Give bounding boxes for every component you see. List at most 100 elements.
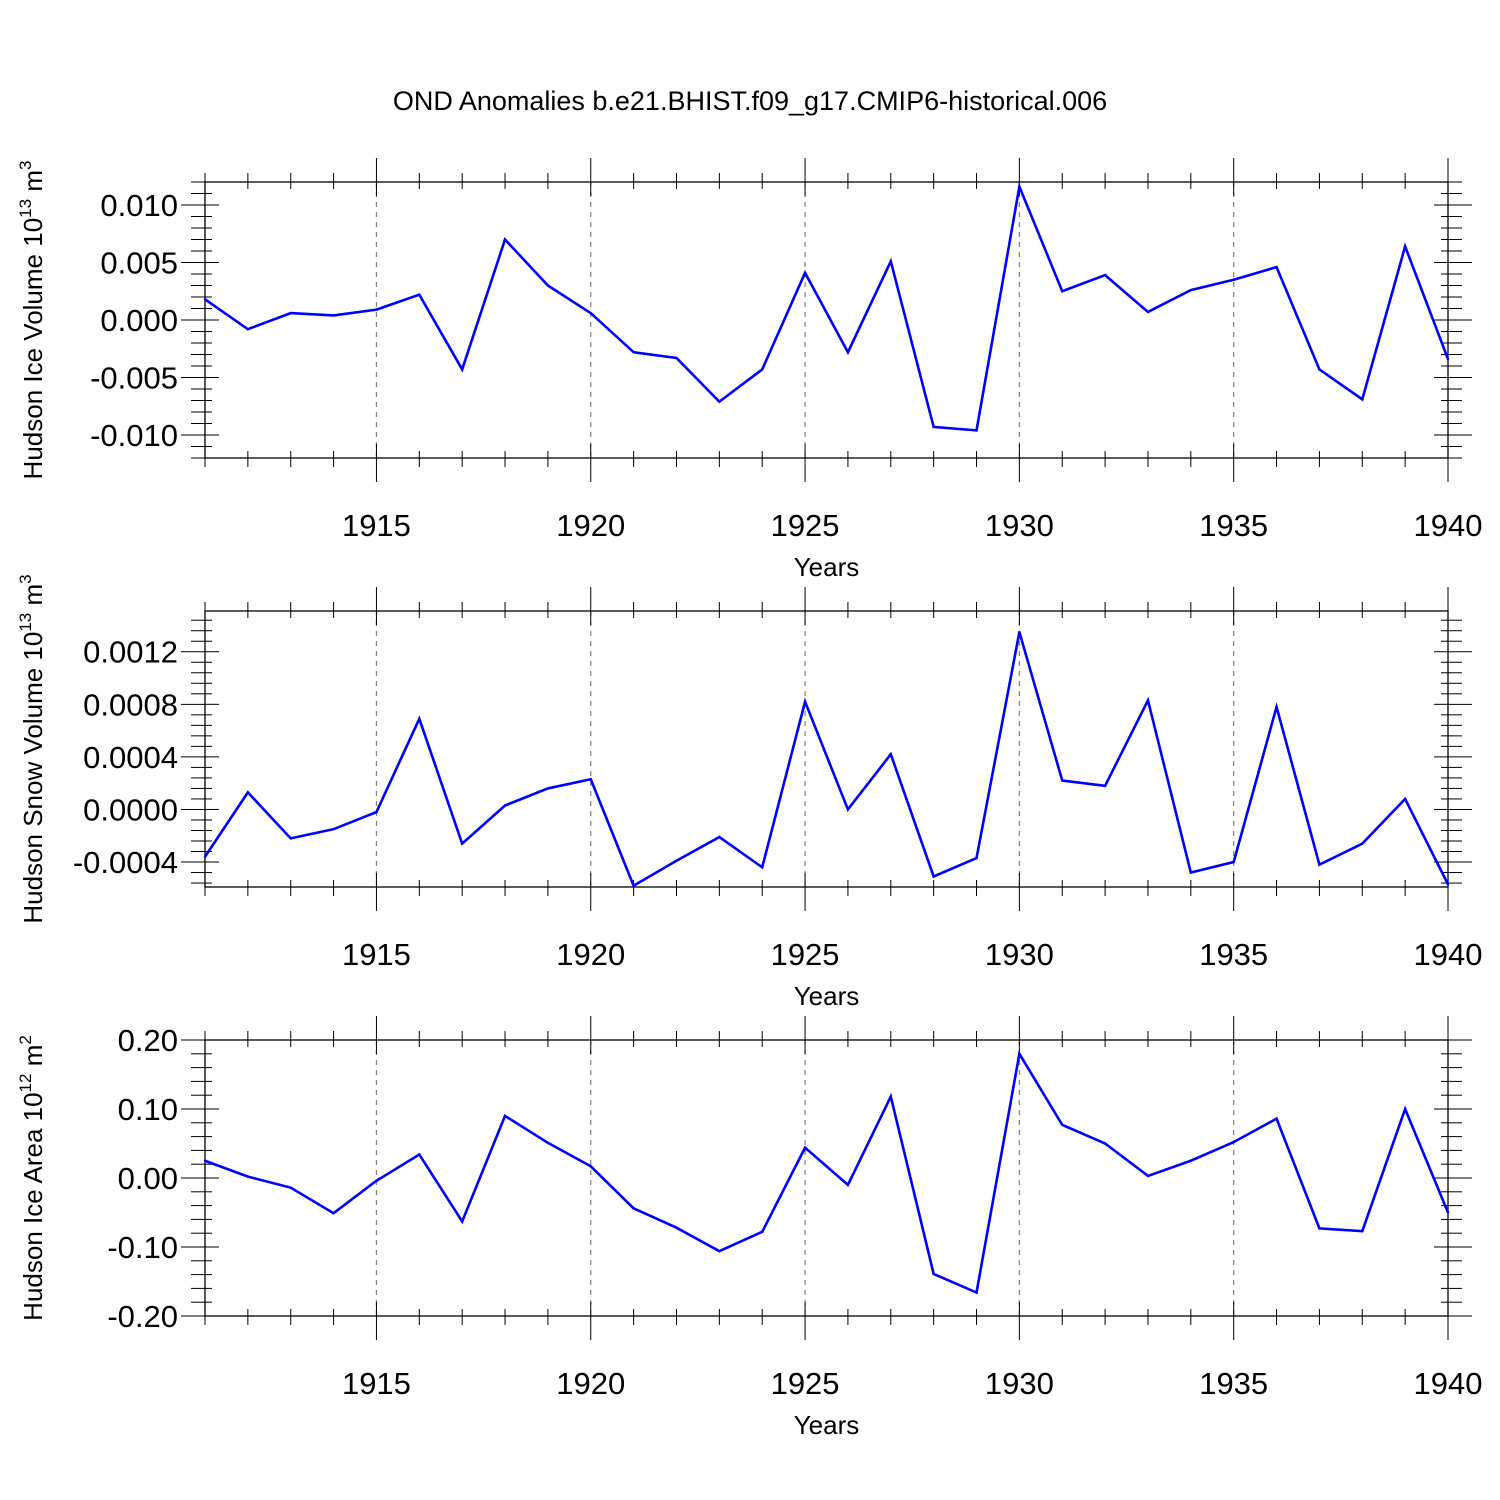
data-point [1361,398,1364,401]
data-point [503,804,507,807]
data-point [289,311,292,315]
data-point [1146,310,1150,314]
data-point [1146,699,1150,702]
x-tick-label: 1940 [1414,508,1483,543]
data-point [503,238,507,241]
y-tick-label: -0.20 [107,1299,178,1334]
data-point [932,1272,935,1276]
data-point [332,1211,335,1215]
y-tick-label: 0.005 [100,246,178,281]
y-axis-label: Hudson Snow Volume 1013 m3 [16,574,48,923]
data-point [632,1207,635,1210]
data-point [460,842,464,845]
data-point [375,308,378,311]
data-point [1061,290,1064,293]
x-tick-label: 1935 [1199,937,1268,972]
data-point [803,1146,807,1149]
x-tick-label: 1915 [342,1366,411,1401]
data-point [246,791,250,794]
data-point [1403,245,1407,248]
data-point [460,368,464,371]
y-tick-label: 0.0008 [83,687,178,722]
series-line [204,181,1450,432]
y-tick-label: 0.00 [118,1161,178,1196]
data-point [546,787,550,790]
data-point [246,1175,250,1178]
x-tick-label: 1930 [985,1366,1054,1401]
y-tick-label: -0.10 [107,1230,178,1265]
data-point [375,810,378,814]
series-line [204,1050,1450,1295]
data-point [1361,1229,1364,1233]
data-point [1232,860,1235,864]
data-point [675,1226,678,1229]
data-point [932,875,935,878]
data-point [418,1153,421,1156]
data-point [1446,883,1450,886]
data-point [546,284,550,287]
panel-1: -0.010 -0.005 0.000 0.005 0.010 1915 1920 1925 1… [16,158,1482,582]
data-point [1018,630,1021,634]
data-point [803,700,807,703]
data-point [889,1095,892,1098]
data-point [546,1141,550,1145]
figure-title: OND Anomalies b.e21.BHIST.f09_g17.CMIP6-… [393,86,1107,116]
data-point [1232,1140,1235,1144]
x-tick-label: 1935 [1199,508,1268,543]
plot-frame [204,181,1449,459]
data-point [1232,278,1235,281]
data-point [1018,185,1021,188]
x-tick-label: 1930 [985,937,1054,972]
y-tick-label: -0.005 [90,361,178,396]
x-tick-label: 1920 [556,1366,625,1401]
data-point [889,753,892,756]
panel-3: -0.20 -0.10 0.00 0.10 0.20 1915 1920 1925 1930 19… [16,1016,1482,1440]
data-point [1403,1107,1407,1111]
data-point [718,400,721,403]
data-point [1361,842,1364,845]
y-tick-label: 0.20 [118,1023,178,1058]
data-point [1189,871,1193,874]
data-point [718,1249,721,1253]
data-point [203,1159,207,1162]
x-axis-label: Years [794,552,860,582]
data-point [803,271,807,275]
x-tick-label: 1915 [342,508,411,543]
data-point [1018,1052,1021,1056]
data-point [375,1179,378,1182]
y-tick-label: -0.010 [90,418,178,453]
series-line [203,631,1450,888]
data-point [1146,1174,1150,1178]
data-point [1403,797,1407,801]
x-tick-label: 1935 [1199,1366,1268,1401]
data-point [718,835,721,839]
data-point [846,351,850,354]
data-point [503,1114,507,1118]
data-point [203,855,207,858]
x-tick-label: 1925 [771,1366,840,1401]
y-tick-label: -0.0004 [73,845,178,880]
data-point [1318,1227,1321,1230]
data-point [1103,784,1107,787]
y-tick-label: 0.000 [100,303,178,338]
y-tick-label: 0.0000 [83,792,178,827]
data-point [1446,357,1450,361]
data-point [589,778,592,781]
data-point [932,425,935,429]
data-point [203,298,207,301]
data-point [846,1183,850,1187]
plot-frame [204,1039,1449,1317]
x-axis-label: Years [794,981,860,1011]
data-point [418,717,421,720]
data-point [975,429,978,432]
data-point [1061,779,1064,782]
y-tick-label: 0.10 [118,1092,178,1127]
data-point [1275,1117,1278,1120]
x-tick-label: 1940 [1414,937,1483,972]
data-point [589,311,592,315]
data-point [246,328,250,331]
data-point [975,856,978,860]
data-point [1318,368,1321,371]
